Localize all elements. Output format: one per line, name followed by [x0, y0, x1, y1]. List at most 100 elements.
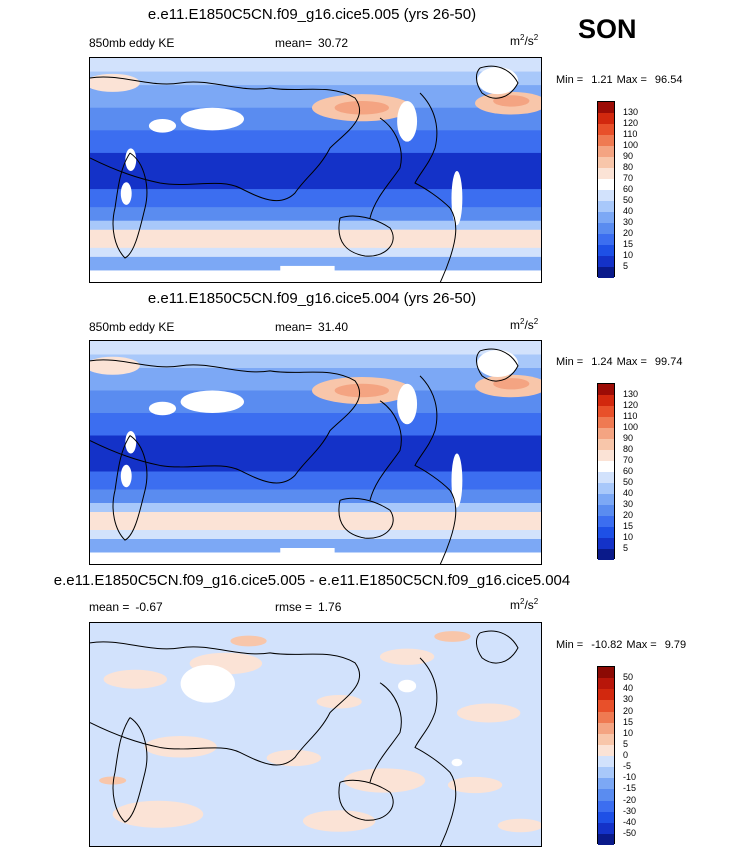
- mask-andes: [451, 453, 463, 508]
- colorbar-tick-label: 100: [623, 422, 639, 432]
- panel-3-map: [89, 622, 542, 847]
- panel-2-max-label: Max =: [616, 356, 647, 368]
- diff-positive-region: [497, 818, 541, 833]
- diff-positive-region: [316, 695, 362, 709]
- panel-2-variable: 850mb eddy KE: [89, 320, 175, 334]
- panel-1-min-label: Min =: [556, 74, 584, 86]
- colorbar-tick-label: -40: [623, 816, 637, 827]
- panel-2-map-field: [90, 341, 541, 564]
- colorbar-swatch: [598, 472, 614, 483]
- panel-3-rmse: rmse = 1.76: [275, 600, 341, 614]
- coastline: [369, 400, 402, 501]
- colorbar-swatch: [598, 711, 614, 723]
- coastline: [338, 215, 394, 257]
- storm-track-south-2: [298, 229, 498, 248]
- mask-high-topography: [180, 664, 235, 703]
- mask-iran: [148, 119, 177, 133]
- colorbar-swatch: [598, 667, 614, 679]
- panel-2-mean-value: 31.40: [318, 320, 349, 334]
- units-mid: /s: [524, 34, 534, 48]
- panel-2-mean-label: mean=: [275, 320, 313, 334]
- panel-1-max-value: 96.54: [654, 74, 683, 86]
- units-base: m: [510, 34, 520, 48]
- storm-track-pacific-core: [334, 383, 389, 398]
- diff-positive-region: [302, 810, 376, 832]
- panel-3-mean-label: mean =: [89, 600, 130, 614]
- colorbar-swatch: [598, 428, 614, 439]
- panel-1-title: e.e11.E1850C5CN.f09_g16.cice5.005 (yrs 2…: [147, 6, 477, 23]
- panel-2-min-label: Min =: [556, 356, 584, 368]
- colorbar-tick-label: 15: [623, 521, 634, 531]
- diff-positive-region: [447, 776, 503, 794]
- mask-high-topography: [451, 758, 463, 767]
- panel-2-min-max: Min = 1.24 Max = 99.74: [556, 356, 682, 368]
- panel-2-colorbar: [597, 383, 615, 560]
- mask-south-africa: [120, 182, 132, 205]
- storm-track-atlantic-core: [493, 95, 530, 107]
- colorbar-tick-label: 50: [623, 672, 634, 683]
- colorbar-tick-label: 5: [623, 261, 629, 271]
- units-mid: /s: [524, 598, 534, 612]
- panel-1-min-max: Min = 1.21 Max = 96.54: [556, 74, 682, 86]
- panel-2-mean: mean= 31.40: [275, 320, 348, 334]
- colorbar-tick-label: 130: [623, 389, 639, 399]
- colorbar-swatch: [598, 212, 614, 223]
- field-band: [90, 152, 541, 190]
- units-exp: 2: [520, 317, 525, 326]
- mask-tibet: [180, 390, 245, 413]
- colorbar-tick-label: 130: [623, 107, 639, 117]
- colorbar-swatch: [598, 689, 614, 701]
- diff-positive-region: [379, 648, 435, 665]
- field-band: [90, 539, 541, 553]
- storm-track-pacific-core: [334, 100, 389, 115]
- colorbar-tick-label: 60: [623, 184, 634, 194]
- colorbar-swatch: [598, 800, 614, 812]
- colorbar-swatch: [598, 833, 614, 845]
- panel-3-units: m2/s2: [510, 597, 538, 612]
- colorbar-swatch: [598, 744, 614, 756]
- panel-1-colorbar: [597, 101, 615, 278]
- mask-ethiopia: [125, 431, 137, 454]
- field-band: [90, 189, 541, 208]
- storm-track-south-1: [90, 230, 317, 247]
- coastline: [414, 375, 457, 564]
- field-band: [90, 341, 541, 355]
- colorbar-swatch: [598, 450, 614, 461]
- colorbar-tick-label: 10: [623, 250, 634, 260]
- colorbar-tick-label: 50: [623, 195, 634, 205]
- mask-andes: [451, 171, 463, 226]
- coastline: [369, 117, 402, 219]
- colorbar-swatch: [598, 527, 614, 538]
- coastline: [369, 682, 402, 783]
- mask-antarctica: [280, 265, 335, 282]
- colorbar-swatch: [598, 811, 614, 823]
- colorbar-swatch: [598, 245, 614, 256]
- colorbar-tick-label: 5: [623, 738, 629, 749]
- colorbar-swatch: [598, 494, 614, 505]
- colorbar-swatch: [598, 234, 614, 245]
- panel-3-mean-value: -0.67: [135, 600, 163, 614]
- mask-rockies: [397, 383, 418, 425]
- mask-antarctica: [280, 548, 335, 564]
- coastline: [112, 435, 148, 541]
- colorbar-tick-label: 20: [623, 705, 634, 716]
- colorbar-tick-label: 60: [623, 466, 634, 476]
- coastline: [476, 630, 519, 664]
- field-band: [90, 489, 541, 504]
- field-band: [90, 413, 541, 436]
- storm-track-atlantic-core: [493, 378, 530, 390]
- colorbar-tick-label: 50: [623, 477, 634, 487]
- units-base: m: [510, 598, 520, 612]
- colorbar-swatch: [598, 157, 614, 168]
- panel-3-min-label: Min =: [556, 639, 584, 651]
- mask-tibet: [180, 107, 245, 131]
- units-exp: 2: [533, 597, 539, 606]
- diff-positive-region: [343, 768, 426, 793]
- colorbar-tick-label: 70: [623, 455, 634, 465]
- panel-2-title: e.e11.E1850C5CN.f09_g16.cice5.004 (yrs 2…: [147, 290, 477, 307]
- field-band: [90, 130, 541, 154]
- field-band: [90, 530, 541, 540]
- colorbar-swatch: [598, 406, 614, 417]
- field-band: [90, 435, 541, 472]
- panel-1-mean-label: mean=: [275, 36, 313, 50]
